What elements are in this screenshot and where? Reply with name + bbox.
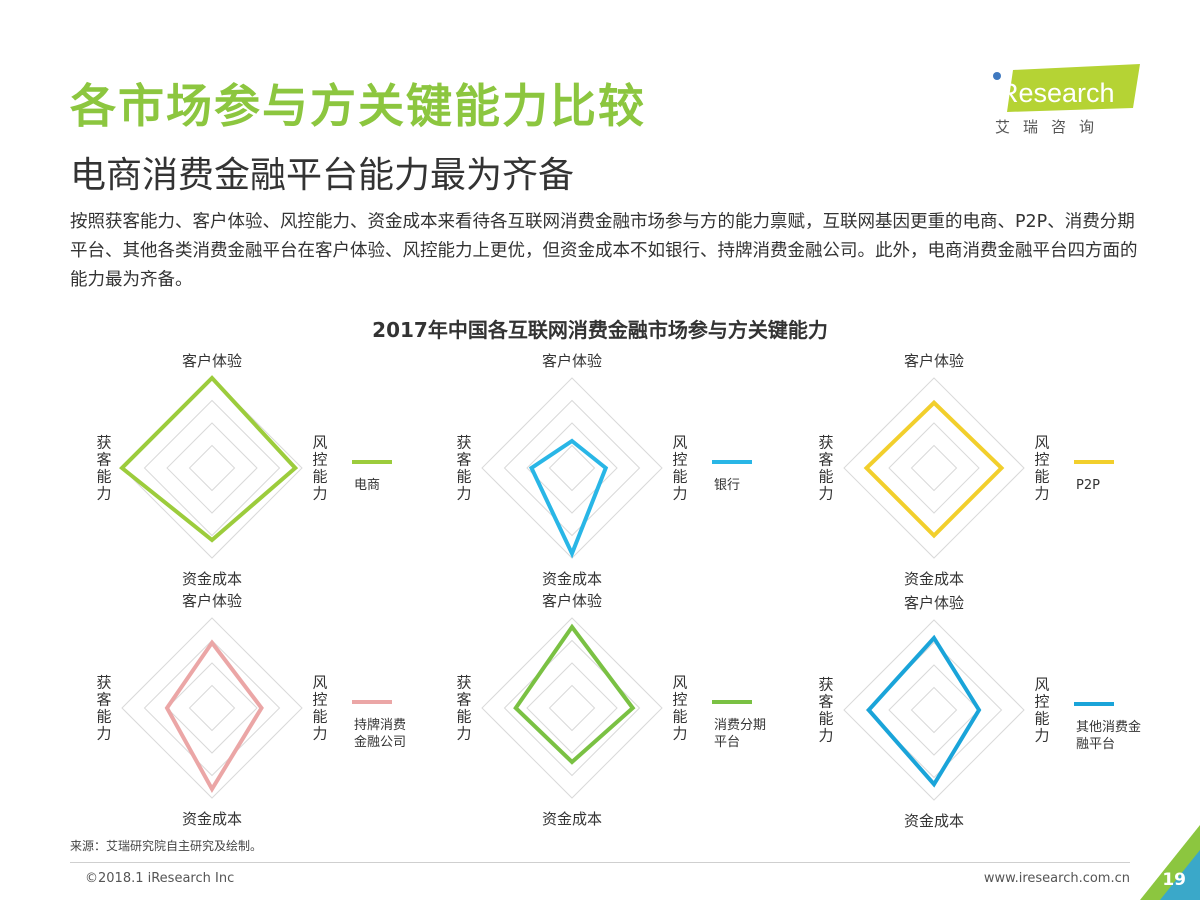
radar-grid-ring bbox=[843, 619, 1025, 801]
radar-panel: 客户体验资金成本 风控能力 获客能力银行 bbox=[456, 352, 752, 588]
footer-divider bbox=[70, 862, 1130, 863]
legend-label: 其他消费金融平台 bbox=[1076, 719, 1141, 752]
logo-subtitle: 艾瑞咨询 bbox=[995, 118, 1108, 136]
axis-label-top: 客户体验 bbox=[542, 592, 602, 610]
legend-label: 消费分期平台 bbox=[714, 718, 766, 750]
axis-label-bottom: 资金成本 bbox=[542, 570, 602, 588]
axis-label-bottom: 资金成本 bbox=[182, 570, 242, 588]
axis-label-left: 获客能力 bbox=[96, 434, 111, 503]
axis-label-bottom: 资金成本 bbox=[904, 812, 964, 830]
radar-grid-ring bbox=[166, 422, 258, 514]
axis-label-right: 风控能力 bbox=[312, 434, 327, 503]
axis-label-top: 客户体验 bbox=[542, 352, 602, 370]
svg-text:iResearch: iResearch bbox=[993, 78, 1115, 108]
axis-label-left: 获客能力 bbox=[456, 674, 471, 743]
page-title: 各市场参与方关键能力比较 bbox=[70, 79, 646, 133]
radar-grid-ring bbox=[910, 686, 958, 734]
axis-label-right: 风控能力 bbox=[672, 674, 687, 743]
radar-panel: 客户体验资金成本 风控能力 获客能力持牌消费金融公司 bbox=[96, 592, 406, 828]
axis-label-top: 客户体验 bbox=[182, 592, 242, 610]
page-description: 按照获客能力、客户体验、风控能力、资金成本来看待各互联网消费金融市场参与方的能力… bbox=[70, 212, 1138, 290]
radar-grid-ring bbox=[503, 639, 641, 777]
radar-grid-ring bbox=[188, 684, 236, 732]
axis-label-right: 风控能力 bbox=[1034, 434, 1049, 503]
radar-grid-ring bbox=[526, 662, 618, 754]
axis-label-bottom: 资金成本 bbox=[904, 570, 964, 588]
page-number: 19 bbox=[1162, 870, 1186, 890]
axis-label-top: 客户体验 bbox=[182, 352, 242, 370]
chart-title: 2017年中国各互联网消费金融市场参与方关键能力 bbox=[372, 318, 828, 342]
axis-label-left: 获客能力 bbox=[818, 434, 833, 503]
copyright: ©2018.1 iResearch Inc bbox=[85, 871, 235, 886]
legend-label: P2P bbox=[1076, 478, 1100, 493]
axis-label-left: 获客能力 bbox=[96, 674, 111, 743]
radar-panel: 客户体验资金成本 风控能力 获客能力消费分期平台 bbox=[456, 592, 766, 828]
radar-series-polygon bbox=[863, 399, 1005, 539]
radar-series-polygon bbox=[164, 639, 264, 793]
radar-grid-ring bbox=[843, 377, 1025, 559]
axis-label-top: 客户体验 bbox=[904, 594, 964, 612]
axis-label-top: 客户体验 bbox=[904, 352, 964, 370]
radar-grid-ring bbox=[548, 444, 596, 492]
legend-label: 电商 bbox=[354, 478, 380, 493]
radar-grid-ring bbox=[166, 662, 258, 754]
radar-grid-ring bbox=[481, 377, 663, 559]
radar-grid-ring bbox=[888, 664, 980, 756]
axis-label-bottom: 资金成本 bbox=[542, 810, 602, 828]
axis-label-bottom: 资金成本 bbox=[182, 810, 242, 828]
radar-grid-ring bbox=[121, 617, 303, 799]
legend-label: 持牌消费金融公司 bbox=[354, 717, 406, 750]
radar-grid-ring bbox=[503, 399, 641, 537]
radar-panel: 客户体验资金成本 风控能力 获客能力电商 bbox=[96, 352, 392, 588]
radar-grid-ring bbox=[188, 444, 236, 492]
website-link[interactable]: www.iresearch.com.cn bbox=[983, 871, 1130, 886]
axis-label-left: 获客能力 bbox=[818, 676, 833, 745]
iresearch-logo: iResearch bbox=[993, 64, 1140, 112]
page-subtitle: 电商消费金融平台能力最为齐备 bbox=[70, 155, 575, 196]
radar-series-polygon bbox=[528, 438, 609, 559]
axis-label-left: 获客能力 bbox=[456, 434, 471, 503]
radar-grid-ring bbox=[865, 399, 1003, 537]
radar-grid-ring bbox=[121, 377, 303, 559]
axis-label-right: 风控能力 bbox=[312, 674, 327, 743]
radar-grid-ring bbox=[888, 422, 980, 514]
corner-decoration bbox=[1140, 825, 1200, 900]
radar-grid-ring bbox=[481, 617, 663, 799]
radar-series-polygon bbox=[866, 634, 982, 788]
radar-series-polygon bbox=[119, 375, 299, 543]
radar-grid-ring bbox=[143, 639, 281, 777]
radar-series-polygon bbox=[513, 623, 636, 765]
radar-grid-ring bbox=[910, 444, 958, 492]
radar-grid-ring bbox=[526, 422, 618, 514]
axis-label-right: 风控能力 bbox=[672, 434, 687, 503]
source-note: 来源：艾瑞研究院自主研究及绘制。 bbox=[70, 839, 263, 853]
radar-grid-ring bbox=[548, 684, 596, 732]
legend-label: 银行 bbox=[714, 478, 740, 493]
axis-label-right: 风控能力 bbox=[1034, 676, 1049, 745]
radar-panel: 客户体验资金成本 风控能力 获客能力其他消费金融平台 bbox=[818, 594, 1141, 830]
radar-grid-ring bbox=[143, 399, 281, 537]
